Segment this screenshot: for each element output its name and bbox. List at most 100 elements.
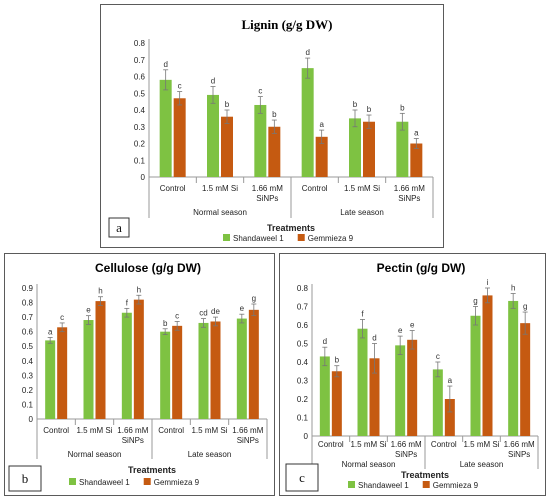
bar-gemmieza-9 bbox=[133, 299, 144, 419]
significance-letter: d bbox=[323, 337, 327, 346]
y-tick-label: 0 bbox=[29, 415, 34, 424]
y-tick-label: 0.4 bbox=[22, 357, 34, 366]
significance-letter: b bbox=[367, 105, 372, 114]
category-label: SiNPs bbox=[237, 436, 259, 445]
significance-letter: b bbox=[225, 100, 230, 109]
significance-letter: h bbox=[98, 287, 102, 296]
group-label: Normal season bbox=[342, 460, 396, 469]
y-tick-label: 0 bbox=[304, 432, 309, 441]
y-tick-label: 0.2 bbox=[22, 386, 34, 395]
significance-letter: g bbox=[523, 302, 527, 311]
y-tick-label: 0.7 bbox=[22, 313, 34, 322]
significance-letter: a bbox=[48, 327, 53, 336]
bar-gemmieza-9 bbox=[57, 327, 68, 419]
lignin-title: Lignin (g/g DW) bbox=[241, 17, 332, 32]
bar-gemmieza-9 bbox=[173, 98, 186, 177]
significance-letter: g bbox=[473, 297, 477, 306]
bar-gemmieza-9 bbox=[363, 121, 375, 177]
bar-gemmieza-9 bbox=[520, 323, 531, 436]
lignin-chart-panel: Lignin (g/g DW) 0 0.1 0.2 0.3 0.4 0.5 0.6 0.7 0.8… bbox=[100, 4, 444, 248]
category-label: SiNPs bbox=[122, 436, 144, 445]
significance-letter: e bbox=[86, 306, 91, 315]
category-label: 1.66 mM bbox=[391, 440, 422, 449]
cellulose-chart-panel: Cellulose (g/g DW) 0 0.1 0.2 0.3 0.4 0.5 0.6 0.7… bbox=[4, 253, 275, 496]
category-label: 1.66 mM bbox=[232, 426, 263, 435]
category-label: SiNPs bbox=[395, 450, 417, 459]
bar-shandaweel-1 bbox=[159, 79, 172, 177]
bar-gemmieza-9 bbox=[210, 321, 221, 419]
category-label: 1.66 mM bbox=[117, 426, 148, 435]
legend-label: Gemmieza 9 bbox=[154, 478, 200, 487]
significance-letter: c bbox=[178, 82, 182, 91]
bar-gemmieza-9 bbox=[268, 126, 281, 177]
significance-letter: de bbox=[211, 307, 220, 316]
category-label: Control bbox=[160, 184, 186, 193]
y-tick-label: 0.8 bbox=[134, 39, 146, 48]
bar-shandaweel-1 bbox=[432, 369, 443, 436]
significance-letter: g bbox=[252, 294, 256, 303]
panel-label: a bbox=[116, 220, 122, 235]
y-tick-label: 0.7 bbox=[134, 56, 146, 65]
bar-shandaweel-1 bbox=[349, 118, 361, 177]
legend-label: Shandaweel 1 bbox=[358, 481, 409, 490]
group-label: Late season bbox=[340, 208, 384, 217]
cellulose-title: Cellulose (g/g DW) bbox=[95, 261, 201, 275]
legend-label: Gemmieza 9 bbox=[433, 481, 479, 490]
legend-swatch bbox=[143, 478, 151, 485]
y-tick-label: 0.4 bbox=[297, 358, 309, 367]
group-label: Late season bbox=[460, 460, 504, 469]
significance-letter: b bbox=[400, 103, 405, 112]
y-tick-label: 0.5 bbox=[134, 89, 146, 98]
bar-gemmieza-9 bbox=[331, 371, 342, 436]
cellulose-chart: Cellulose (g/g DW) 0 0.1 0.2 0.3 0.4 0.5 0.6 0.7… bbox=[8, 261, 268, 492]
significance-letter: e bbox=[410, 321, 415, 330]
bar-shandaweel-1 bbox=[83, 320, 94, 419]
category-label: Control bbox=[302, 184, 328, 193]
bar-gemmieza-9 bbox=[95, 301, 106, 419]
y-tick-label: 0.2 bbox=[297, 395, 309, 404]
significance-letter: f bbox=[126, 298, 129, 307]
category-label: 1.5 mM Si bbox=[463, 440, 499, 449]
category-label: Control bbox=[318, 440, 344, 449]
significance-letter: d bbox=[372, 334, 376, 343]
legend-swatch bbox=[422, 481, 430, 488]
significance-letter: b bbox=[163, 319, 168, 328]
significance-letter: f bbox=[361, 309, 364, 318]
category-label: Control bbox=[158, 426, 184, 435]
x-axis-title: Treatments bbox=[267, 223, 315, 233]
y-tick-label: 0.9 bbox=[22, 284, 34, 293]
significance-letter: d bbox=[211, 77, 215, 86]
category-label: SiNPs bbox=[256, 194, 278, 203]
pectin-chart: Pectin (g/g DW) 0 0.1 0.2 0.3 0.4 0.5 0.6 0.7 0.8… bbox=[285, 261, 539, 492]
significance-letter: e bbox=[398, 326, 403, 335]
legend-label: Gemmieza 9 bbox=[308, 234, 354, 243]
bar-gemmieza-9 bbox=[172, 325, 183, 419]
y-tick-label: 0.5 bbox=[22, 342, 34, 351]
x-axis-title: Treatments bbox=[401, 470, 449, 480]
bar-gemmieza-9 bbox=[315, 136, 328, 177]
significance-letter: h bbox=[137, 285, 141, 294]
y-tick-label: 0.1 bbox=[22, 400, 34, 409]
bar-shandaweel-1 bbox=[254, 104, 267, 177]
category-label: 1.66 mM bbox=[252, 184, 283, 193]
category-label: 1.5 mM Si bbox=[344, 184, 380, 193]
legend-swatch bbox=[69, 478, 76, 485]
panel-label-box bbox=[8, 465, 42, 492]
significance-letter: c bbox=[436, 352, 440, 361]
category-label: 1.66 mM bbox=[504, 440, 535, 449]
y-tick-label: 0.6 bbox=[134, 73, 146, 82]
bar-gemmieza-9 bbox=[407, 339, 418, 436]
panel-label: c bbox=[299, 470, 305, 485]
y-tick-label: 0.2 bbox=[134, 140, 146, 149]
significance-letter: cd bbox=[199, 309, 207, 318]
bar-gemmieza-9 bbox=[482, 295, 493, 436]
bar-shandaweel-1 bbox=[301, 68, 314, 177]
significance-letter: h bbox=[511, 284, 515, 293]
significance-letter: c bbox=[175, 311, 179, 320]
pectin-title: Pectin (g/g DW) bbox=[377, 261, 466, 275]
significance-letter: b bbox=[335, 356, 340, 365]
group-label: Normal season bbox=[193, 208, 247, 217]
bar-shandaweel-1 bbox=[319, 356, 330, 436]
lignin-chart: Lignin (g/g DW) 0 0.1 0.2 0.3 0.4 0.5 0.6 0.7 0.8… bbox=[108, 17, 434, 243]
y-tick-label: 0.4 bbox=[134, 106, 146, 115]
